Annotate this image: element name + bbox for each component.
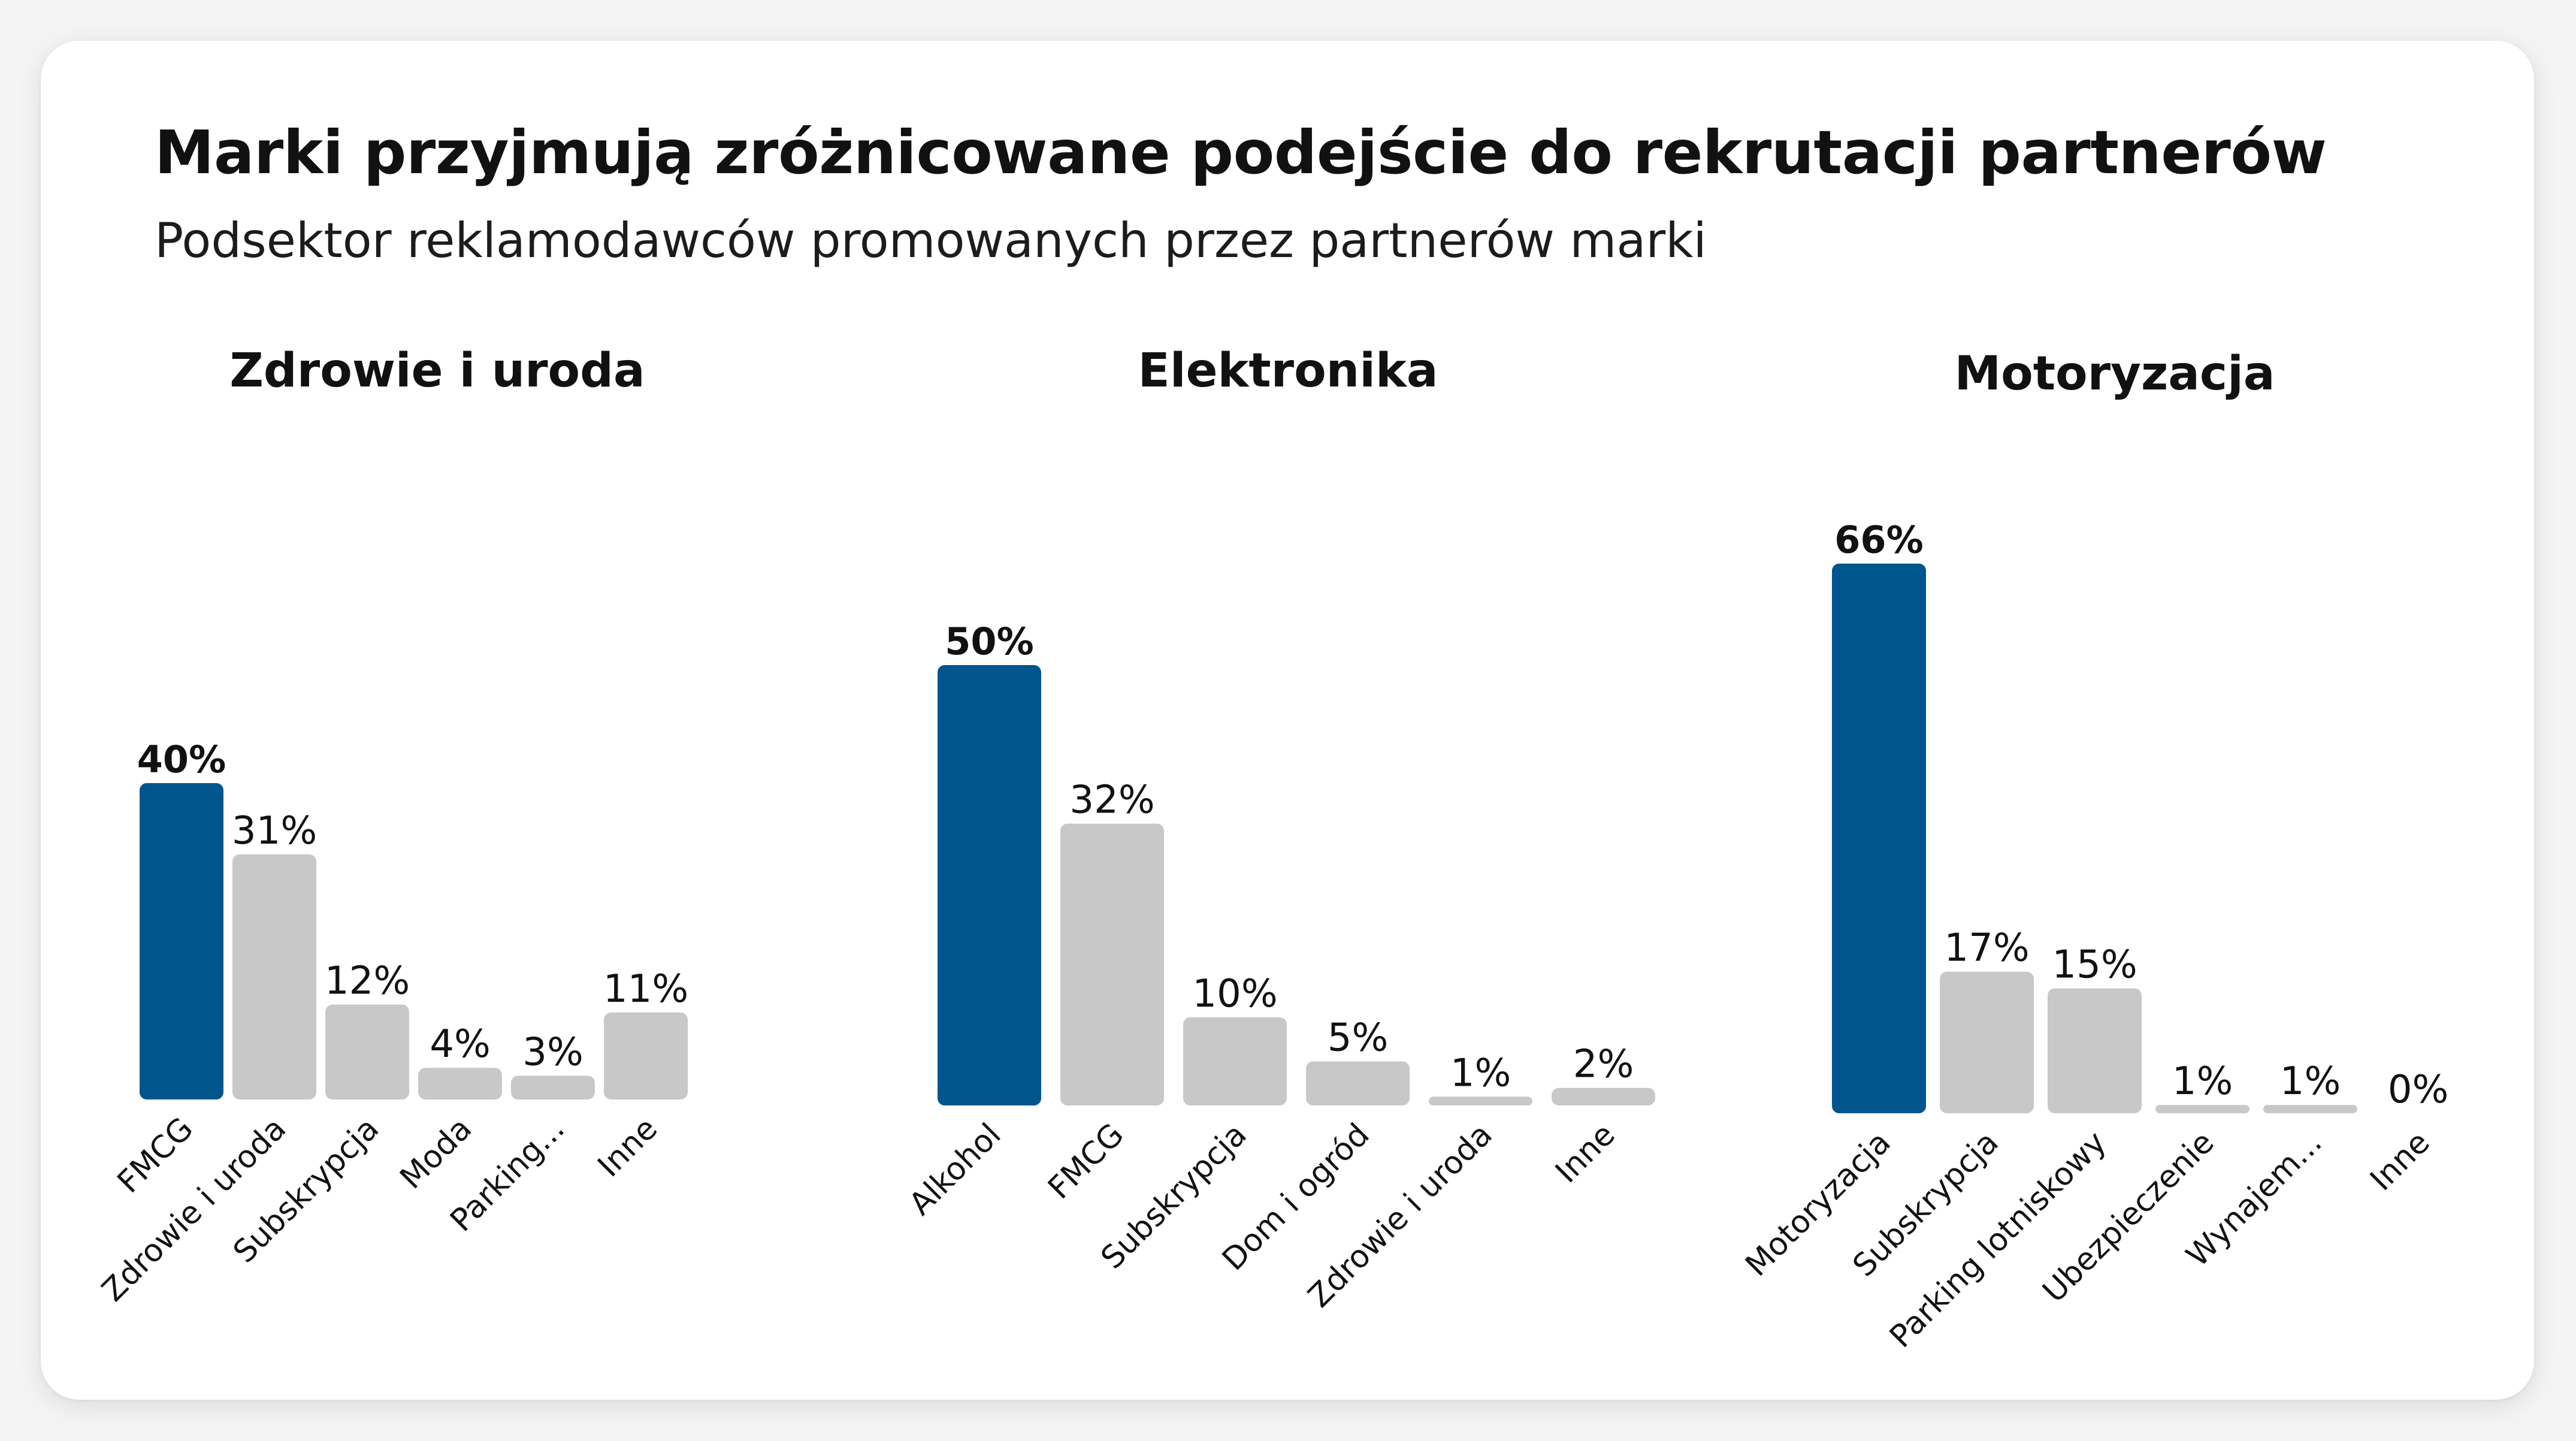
bar [418,1068,502,1099]
bar-value-label: 5% [1328,1016,1389,1061]
bar-value-label: 31% [232,809,317,853]
chart-card [41,41,2534,1400]
category-label: Parking lotniskowy [1883,1125,2114,1355]
bar [232,854,316,1099]
bar-value-label: 1% [2280,1059,2341,1104]
chart-title: Elektronika [1138,344,1438,398]
bar-value-label: 50% [945,620,1033,663]
bar-value-label: 11% [603,967,688,1011]
bar-value-label: 2% [1573,1043,1634,1087]
bar [511,1076,595,1099]
bar [1552,1087,1655,1105]
chart-title: Motoryzacja [1954,347,2275,401]
bar [1940,971,2034,1113]
category-label: Inne [1549,1117,1622,1191]
page-subtitle: Podsektor reklamodawców promowanych prze… [155,213,1707,268]
bar-value-label: 15% [2052,943,2137,987]
bar [1832,563,1926,1113]
bar [2048,988,2142,1113]
bar-value-label: 1% [1450,1051,1511,1095]
bar [2263,1105,2357,1113]
bar-value-label: 4% [430,1022,491,1067]
bar [1429,1096,1532,1105]
category-label: Inne [591,1111,665,1185]
bar [604,1012,688,1099]
bar-value-label: 3% [522,1030,583,1074]
category-label: FMCG [111,1111,200,1200]
bar-value-label: 0% [2388,1068,2449,1112]
bar [140,783,223,1099]
bar [1306,1061,1410,1105]
bar-value-label: 66% [1834,518,1923,562]
chart-panel-2: Elektronika50%Alkohol32%FMCG10%Subskrypc… [902,344,1655,1315]
bar-value-label: 10% [1192,972,1277,1016]
chart-panel-3: Motoryzacja66%Motoryzacja17%Subskrypcja1… [1739,347,2448,1355]
bar-value-label: 32% [1069,778,1154,823]
category-label: Alkohol [902,1117,1008,1222]
chart-title: Zdrowie i uroda [229,344,645,398]
bar [1183,1017,1287,1105]
bar [1060,823,1164,1105]
bar-value-label: 40% [137,738,226,781]
bar [325,1004,409,1099]
category-label: FMCG [1041,1117,1130,1206]
bar-value-label: 17% [1944,926,2029,971]
bar-value-label: 1% [2172,1059,2233,1104]
category-label: Inne [2363,1125,2437,1198]
page-title: Marki przyjmują zróżnicowane podejście d… [155,117,2327,188]
category-label: Moda [394,1111,479,1197]
bar-value-label: 12% [325,959,410,1004]
bar [2155,1105,2250,1113]
bar [938,665,1041,1105]
